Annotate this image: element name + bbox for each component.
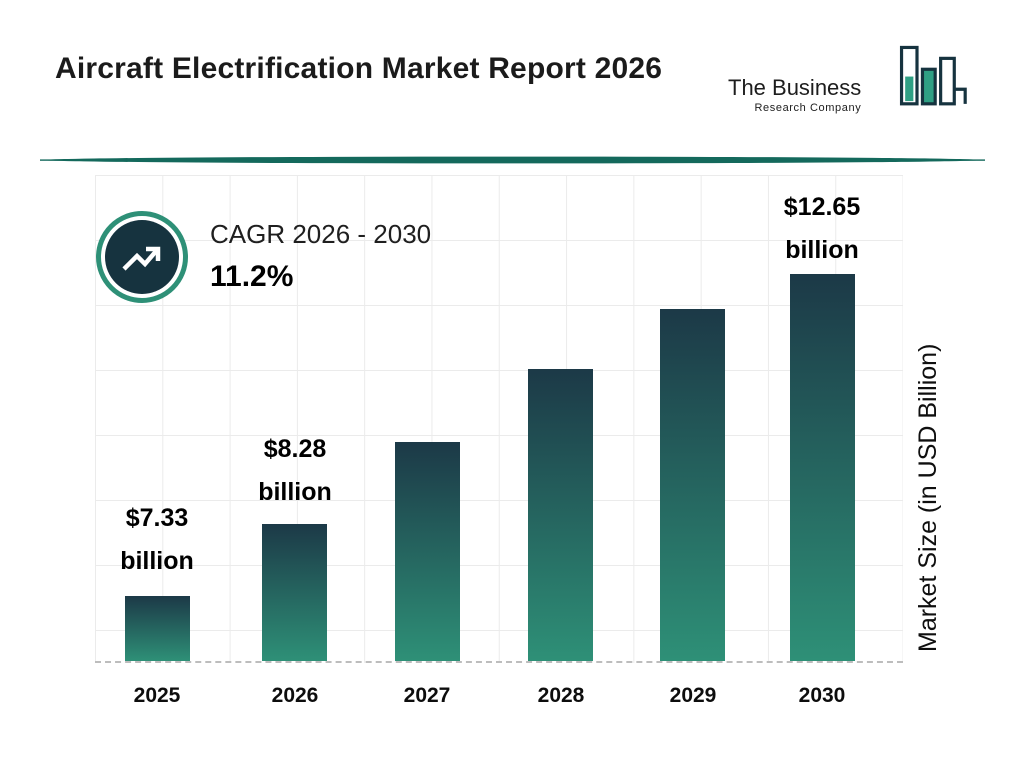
bar-2029 [660,309,725,661]
cagr-period-label: CAGR 2026 - 2030 [210,219,432,249]
bar-2025 [125,596,190,661]
logo-subname: Research Company [754,102,862,114]
value-label-2025: $7.33 billion [72,497,242,583]
x-tick-2027: 2027 [403,684,451,707]
logo-text: The Business Research Company [728,75,861,114]
value-amount: $8.28 [263,435,327,463]
value-unit: billion [258,478,332,506]
logo-bar-chart-icon [867,40,968,129]
value-label-2026: $8.28 billion [210,428,380,514]
value-unit: billion [120,547,194,575]
page-title: Aircraft Electrification Market Report 2… [55,52,663,85]
bar-2030 [790,274,855,661]
bar-2027 [395,442,460,661]
logo-name: The Business [728,75,862,100]
divider-line [40,152,985,164]
x-tick-2026: 2026 [271,684,319,707]
value-label-2030: $12.65 billion [737,186,907,272]
x-tick-2028: 2028 [537,684,585,707]
company-logo: The Business Research Company [728,40,968,129]
value-amount: $7.33 [125,504,189,532]
value-unit: billion [785,236,859,264]
cagr-badge [96,211,188,303]
y-axis-title: Market Size (in USD Billion) [914,343,942,652]
bar-2028 [528,369,593,661]
bar-2026 [262,524,327,661]
trend-up-icon [105,220,179,294]
value-amount: $12.65 [783,193,861,221]
x-tick-2030: 2030 [798,684,846,707]
bar-chart [95,175,903,663]
x-tick-2029: 2029 [669,684,717,707]
x-tick-2025: 2025 [133,684,181,707]
cagr-value: 11.2% [210,260,294,293]
